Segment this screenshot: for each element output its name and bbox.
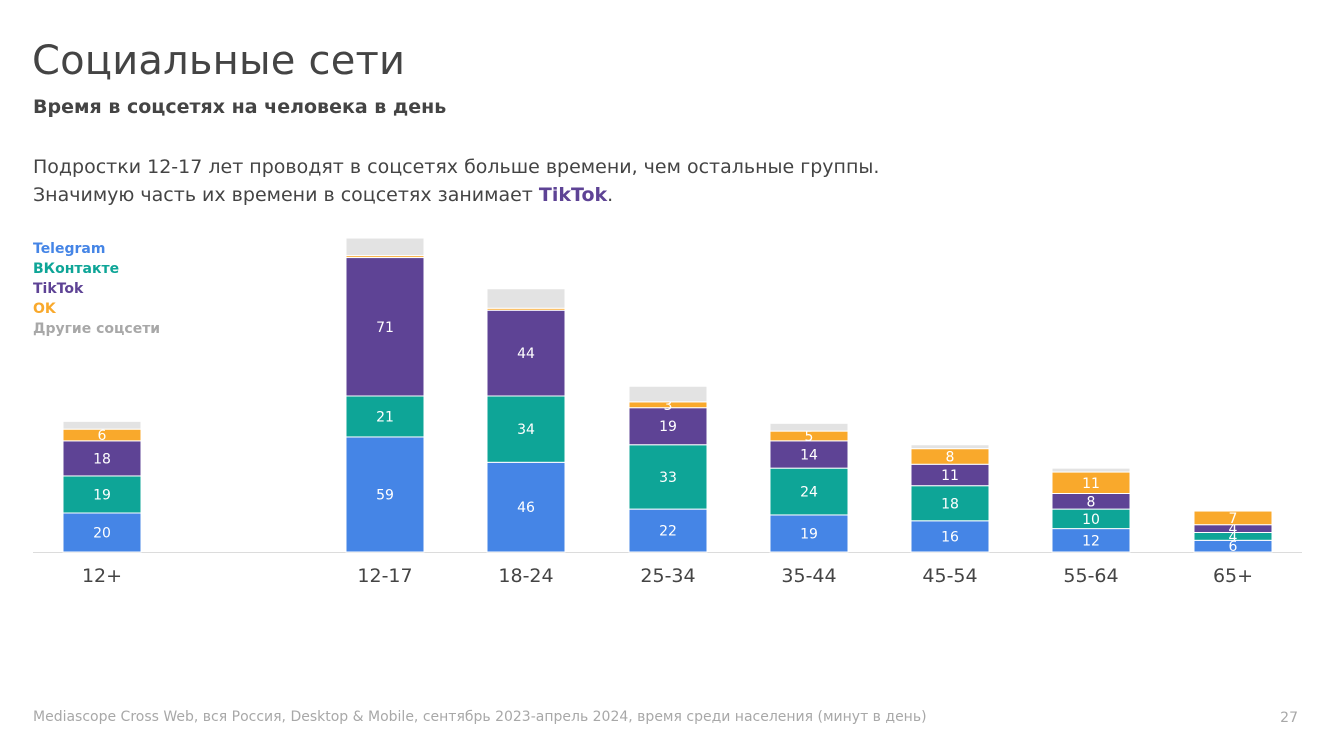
data-label-vkontakte-6: 18	[941, 496, 959, 512]
legend-item-vkontakte: ВКонтакте	[33, 261, 120, 277]
data-label-tiktok-6: 11	[941, 468, 959, 484]
bar-vkontakte-3	[486, 395, 566, 463]
data-label-telegram-7: 12	[1082, 533, 1100, 549]
lead-tiktok-highlight: TikTok	[538, 184, 608, 206]
bar-other-7	[1051, 467, 1131, 473]
data-label-ok-7: 11	[1082, 476, 1100, 492]
data-label-tiktok-4: 19	[659, 419, 677, 435]
data-label-vkontakte-5: 24	[800, 485, 818, 501]
x-tick-label-6: 45-54	[922, 565, 977, 587]
x-tick-label-1: 12+	[82, 565, 122, 587]
data-label-vkontakte-2: 21	[376, 409, 394, 425]
bar-other-5	[769, 422, 849, 432]
legend-item-tiktok: TikTok	[33, 281, 84, 297]
data-label-ok-5: 5	[805, 429, 814, 445]
bar-telegram-4	[628, 508, 708, 553]
page-number: 27	[1280, 710, 1298, 726]
x-tick-label-7: 55-64	[1063, 565, 1118, 587]
data-label-tiktok-3: 44	[517, 346, 535, 362]
lead-line-2-suffix: .	[607, 184, 614, 206]
data-label-vkontakte-3: 34	[517, 422, 535, 438]
data-label-ok-1: 6	[98, 428, 107, 444]
chart-legend: Telegram ВКонтакте TikTok OK Другие соцс…	[33, 239, 160, 339]
bar-other-6	[910, 444, 990, 450]
data-label-tiktok-1: 18	[93, 451, 111, 467]
data-label-telegram-6: 16	[941, 529, 959, 545]
data-label-telegram-2: 59	[376, 487, 394, 503]
bar-telegram-5	[769, 514, 849, 553]
bar-tiktok-5	[769, 440, 849, 469]
x-tick-label-4: 25-34	[640, 565, 695, 587]
bar-vkontakte-5	[769, 467, 849, 516]
legend-item-other: Другие соцсети	[33, 321, 161, 337]
lead-line-1: Подростки 12-17 лет проводят в соцсетях …	[33, 156, 880, 178]
data-label-telegram-8: 6	[1229, 539, 1238, 555]
bar-tiktok-1	[62, 440, 142, 477]
x-tick-label-2: 12-17	[357, 565, 412, 587]
x-tick-label-8: 65+	[1213, 565, 1253, 587]
data-label-telegram-3: 46	[517, 500, 535, 516]
source-footnote: Mediascope Cross Web, вся Россия, Deskto…	[33, 709, 927, 725]
data-label-telegram-4: 22	[659, 524, 677, 540]
bar-ok-8	[1193, 510, 1273, 526]
page-subtitle: Время в соцсетях на человека в день	[33, 96, 447, 118]
legend-item-telegram: Telegram	[33, 241, 106, 257]
data-label-tiktok-8: 4	[1229, 522, 1238, 538]
bar-telegram-6	[910, 520, 990, 553]
bar-other-4	[628, 385, 708, 403]
bar-telegram-1	[62, 512, 142, 553]
data-label-vkontakte-7: 10	[1082, 512, 1100, 528]
data-label-tiktok-7: 8	[1087, 494, 1096, 510]
bar-other-3	[486, 288, 566, 309]
lead-line-2-prefix: Значимую часть их времени в соцсетях зан…	[33, 184, 539, 206]
bar-vkontakte-4	[628, 444, 708, 510]
data-label-ok-8: 7	[1229, 511, 1238, 527]
x-tick-label-3: 18-24	[498, 565, 553, 587]
lead-text: Подростки 12-17 лет проводят в соцсетях …	[33, 153, 879, 209]
data-label-vkontakte-1: 19	[93, 487, 111, 503]
bar-tiktok-4	[628, 407, 708, 446]
bar-tiktok-3	[486, 309, 566, 397]
data-label-ok-6: 8	[946, 449, 955, 465]
data-label-telegram-1: 20	[93, 526, 111, 542]
bar-vkontakte-2	[345, 395, 425, 438]
bar-tiktok-2	[345, 257, 425, 397]
x-tick-label-5: 35-44	[781, 565, 836, 587]
data-label-ok-4: 3	[664, 398, 673, 414]
data-label-vkontakte-8: 4	[1229, 529, 1238, 545]
legend-item-ok: OK	[33, 301, 56, 317]
bar-telegram-3	[486, 461, 566, 553]
data-label-tiktok-5: 14	[800, 448, 818, 464]
data-label-tiktok-2: 71	[376, 320, 394, 336]
bar-other-1	[62, 420, 142, 430]
bar-vkontakte-1	[62, 475, 142, 514]
data-label-telegram-5: 19	[800, 526, 818, 542]
bar-other-2	[345, 237, 425, 257]
lead-line-2: Значимую часть их времени в соцсетях зан…	[33, 181, 879, 209]
page-title: Социальные сети	[32, 38, 406, 84]
data-label-vkontakte-4: 33	[659, 470, 677, 486]
